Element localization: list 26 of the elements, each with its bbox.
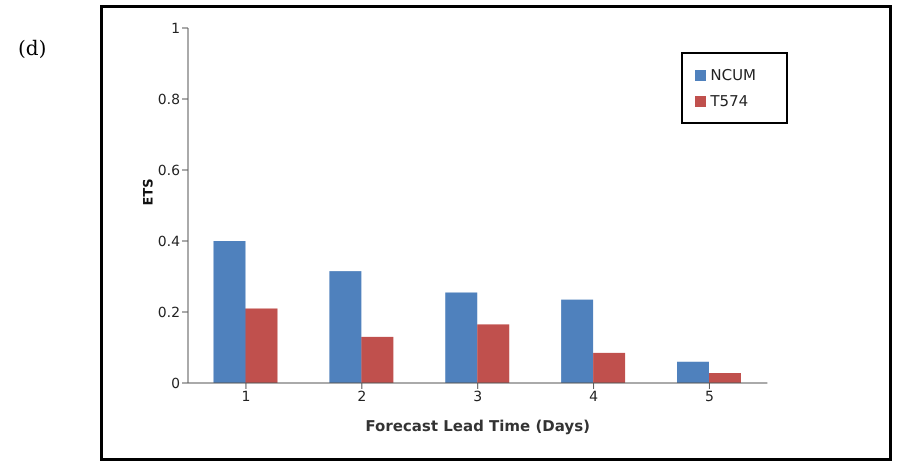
y-axis-title: ETS [142, 178, 157, 206]
bar [445, 292, 478, 383]
y-tick-label: 0 [171, 376, 180, 392]
bar [561, 300, 594, 383]
bar [676, 362, 709, 383]
y-tick-label: 0.6 [158, 162, 180, 179]
legend-label: T574 [710, 92, 748, 110]
bar [593, 352, 626, 383]
bar [245, 308, 278, 383]
x-tick-label: 4 [589, 388, 598, 405]
y-tick-label: 0.2 [158, 304, 180, 321]
x-tick-label: 2 [357, 388, 366, 405]
x-tick-label: 5 [704, 388, 714, 405]
bar [361, 336, 394, 383]
y-tick-label: 0.4 [158, 234, 180, 250]
bar [213, 241, 246, 383]
bar [708, 373, 741, 383]
y-tick-label: 0.8 [158, 92, 180, 108]
x-axis-title: Forecast Lead Time (Days) [365, 417, 590, 435]
x-tick-label: 3 [473, 388, 482, 405]
bar [477, 324, 510, 383]
x-tick-label: 1 [241, 388, 250, 405]
text: (d) [18, 36, 46, 60]
legend-label: NCUM [710, 66, 756, 84]
bar [329, 271, 362, 383]
y-tick-label: 1 [171, 20, 180, 37]
